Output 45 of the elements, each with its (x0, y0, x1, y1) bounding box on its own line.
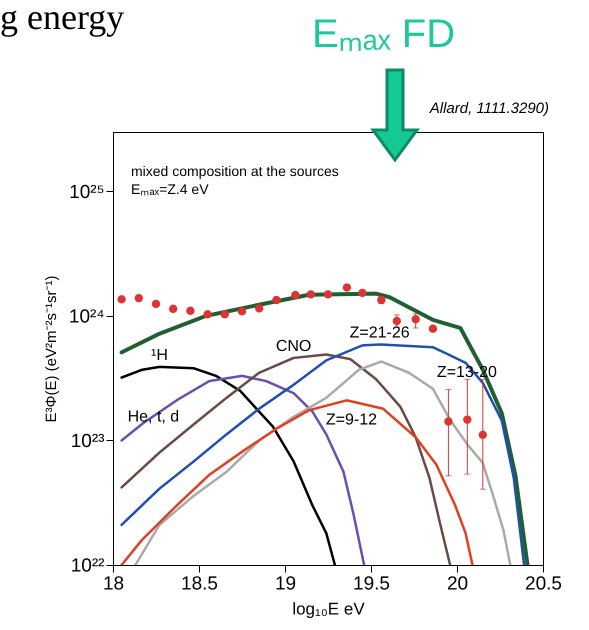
series-label: CNO (276, 338, 312, 355)
point (255, 304, 264, 313)
point (134, 294, 143, 302)
series-label: Z=21-26 (350, 324, 410, 342)
x-tick-label: 18.5 (181, 574, 218, 594)
point (117, 295, 126, 304)
point (203, 310, 212, 319)
point (412, 315, 420, 324)
point (272, 296, 281, 304)
line-series (120, 399, 474, 565)
series-label: ¹H (150, 346, 168, 364)
line-series (120, 292, 530, 565)
series-label: Z=9-12 (326, 412, 378, 429)
text: Eₘₐₓ FD (312, 11, 456, 58)
y-axis-title: E³Φ(E) (eV²m⁻²s⁻¹sr⁻¹) (42, 276, 60, 422)
point (152, 300, 160, 308)
point (463, 415, 472, 424)
series-label: He, t, d (128, 408, 180, 426)
y-tick-label: 10²⁵ (69, 182, 104, 203)
x-tick-label: 19.5 (353, 574, 390, 594)
point (392, 316, 401, 326)
point (358, 288, 367, 298)
chart-title: g energy (0, 0, 124, 38)
text: Allard, 1111.3290) (430, 100, 549, 117)
point (324, 290, 332, 299)
point (478, 430, 487, 439)
point (169, 304, 178, 314)
point (238, 307, 246, 316)
point (342, 283, 352, 292)
x-tick-label: 20.5 (525, 574, 562, 594)
y-tick-label: 10²³ (70, 430, 104, 452)
x-axis-title: log₁₀E eV (292, 600, 366, 618)
point (220, 310, 229, 319)
point (186, 306, 195, 315)
point (444, 417, 453, 426)
x-tick-label: 20 (446, 574, 468, 594)
point (306, 290, 315, 299)
point (291, 290, 300, 300)
y-tick-label: 10²² (70, 556, 104, 576)
annotation: Eₘₐₓ=Z.4 eV (131, 181, 210, 197)
y-tick-label: 10²⁴ (68, 306, 104, 328)
x-tick-label: 19 (274, 574, 296, 594)
point (428, 324, 438, 333)
annotation: mixed composition at the sources (131, 163, 339, 179)
x-tick-label: 18 (102, 574, 124, 594)
